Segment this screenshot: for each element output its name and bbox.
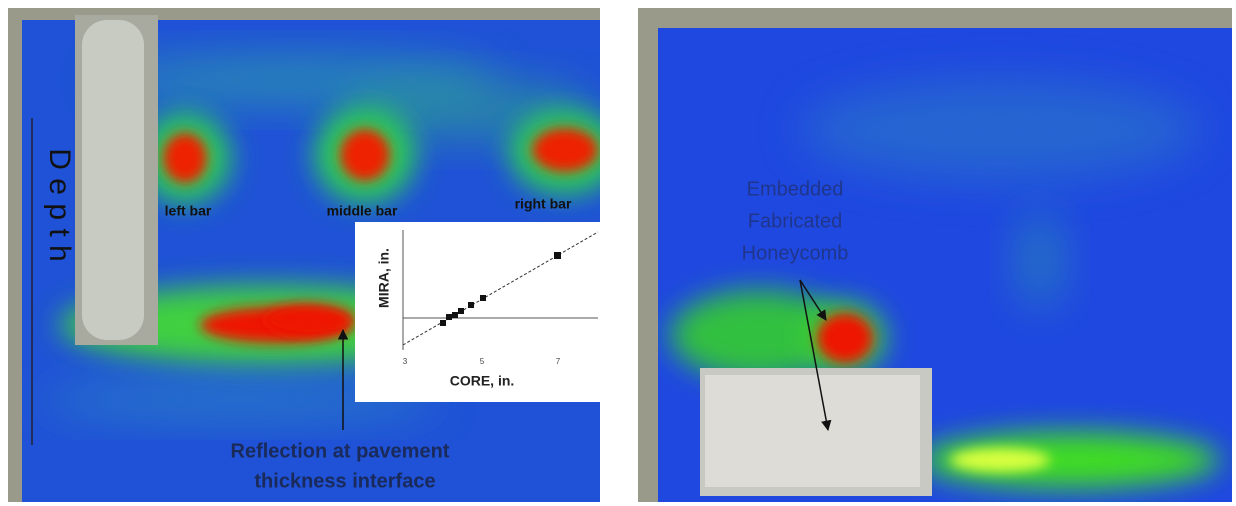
core-sample: [82, 20, 144, 340]
inset-x-tick: 5: [480, 357, 485, 366]
inset-x-tick: 3: [403, 357, 408, 366]
honeycomb-sample: [705, 375, 920, 487]
right-panel: Embedded Fabricated Honeycomb: [638, 8, 1232, 502]
bar-label: right bar: [515, 196, 572, 212]
inset-x-label: CORE, in.: [450, 373, 515, 389]
annotation: Fabricated: [748, 210, 843, 232]
inset-y-label: MIRA, in.: [376, 248, 392, 308]
left-panel: D e p t h left bar middle bar right bar …: [8, 8, 620, 502]
inset-x-tick: 7: [556, 357, 561, 366]
reflection-label: Reflection at pavement: [231, 440, 450, 462]
inset-plot: MIRA, in. CORE, in. 3 5 7: [355, 222, 600, 402]
figure: D e p t h left bar middle bar right bar …: [0, 0, 1236, 506]
reflection-label: thickness interface: [254, 470, 435, 492]
depth-label: D e p t h: [43, 148, 76, 261]
bar-label: left bar: [165, 203, 212, 219]
annotation: Honeycomb: [742, 242, 849, 264]
annotation: Embedded: [747, 178, 844, 200]
bar-label: middle bar: [327, 203, 398, 219]
